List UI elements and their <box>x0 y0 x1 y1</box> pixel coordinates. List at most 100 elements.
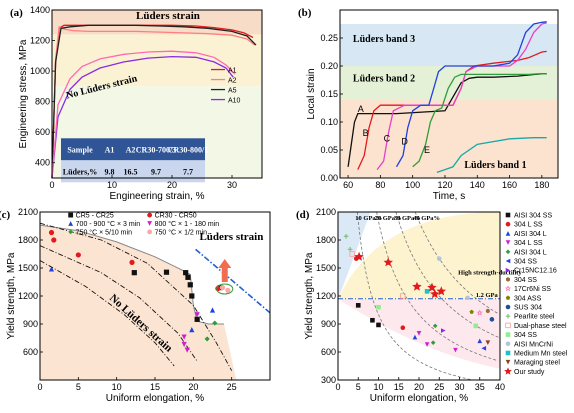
data-point <box>477 338 483 344</box>
x-tick-label: 10 <box>107 180 117 190</box>
no-luders-region <box>40 225 237 380</box>
x-tick-label: 20 <box>188 382 198 392</box>
curve-E <box>412 73 547 168</box>
data-point <box>505 212 511 218</box>
y-tick-label: 0.00 <box>320 173 338 183</box>
y-tick-label: 900 <box>23 319 38 329</box>
data-point <box>349 251 355 257</box>
data-point <box>147 221 153 226</box>
data-point <box>469 309 474 314</box>
data-point <box>75 252 81 258</box>
x-tick-label: 35 <box>475 382 485 392</box>
x-tick-label: 15 <box>150 382 160 392</box>
legend-label: A10 <box>228 98 241 105</box>
data-point <box>68 221 74 226</box>
threshold-label: 1.2 GPa <box>476 292 499 299</box>
legend-label: Pearlite steel <box>514 314 555 321</box>
legend-label: 750 °C × 1/2 min <box>155 228 208 236</box>
x-tick-label: 80 <box>375 180 385 190</box>
legend-label: AISI 304 SS <box>514 213 552 220</box>
legend-label: SUS 304 <box>514 305 542 312</box>
x-tick-label: 10 <box>373 382 383 392</box>
data-point <box>147 229 153 235</box>
legend-label: Dual-phase steel <box>514 323 567 330</box>
x-tick-label: 25 <box>227 382 237 392</box>
y-tick-label: 600 <box>321 347 336 357</box>
data-point <box>370 317 375 323</box>
y-tick-label: 2100 <box>18 207 38 217</box>
data-point <box>505 295 511 300</box>
data-point <box>436 256 442 261</box>
table-cell: 16.5 <box>124 167 138 176</box>
y-tick-label: 0.15 <box>320 89 338 99</box>
data-point <box>48 266 55 272</box>
data-point <box>481 345 487 351</box>
data-point <box>505 240 511 245</box>
data-point <box>505 359 511 365</box>
data-point <box>506 277 510 282</box>
data-point <box>485 340 491 345</box>
table-body <box>61 160 205 183</box>
annotation-luders: Lüders strain <box>136 10 200 22</box>
x-tick-label: 30 <box>227 180 237 190</box>
y-tick-label: 400 <box>35 158 50 168</box>
table-cell: 7.7 <box>183 167 193 176</box>
data-point <box>204 336 210 342</box>
y-tick-label: 2100 <box>316 207 336 217</box>
axes-1: 60 80 100 120 140 160 180 0.00 0.05 0.10 0.15 0.20 0… <box>298 7 559 202</box>
legend-label: Maraging steel <box>514 360 560 367</box>
data-point <box>194 312 200 318</box>
legend-label: 700 - 900 °C × 3 min <box>76 220 141 228</box>
band-label-1: Lüders band 1 <box>464 160 526 171</box>
data-point <box>505 322 511 329</box>
y-tick-label: 0.05 <box>320 145 338 155</box>
curve-letter: D <box>401 136 408 146</box>
y-tick-label: 1800 <box>18 235 38 245</box>
legend-label: 304 ASS <box>514 295 542 302</box>
legend-label: 750 °C × 5/10 min <box>76 228 132 236</box>
data-point <box>400 325 406 331</box>
high-strength-label: High strength-ductility <box>458 270 522 277</box>
curve-A2 <box>51 25 256 179</box>
table-header-cell: CR30-700/3 <box>136 145 176 154</box>
plot-frame <box>51 9 263 179</box>
x-tick-label: 20 <box>414 382 424 392</box>
data-point <box>436 286 446 296</box>
panel-label: (a) <box>10 7 23 19</box>
band-3 <box>340 24 558 66</box>
legend-label: A5 <box>228 88 237 95</box>
plot-frame <box>337 211 501 381</box>
legend-label: CR30 - CR50 <box>155 213 197 220</box>
curve-unlabeled <box>436 137 547 174</box>
guide-curve <box>39 245 198 362</box>
axes-2: 0 5 10 15 20 25 600 900 1200 1500 1800 2100 Uniform … <box>0 207 271 404</box>
y-axis-label: Engineering stress, MPa <box>18 39 29 148</box>
legend-label: AISI MnCrNi <box>514 341 553 348</box>
x-tick-label: 60 <box>343 180 353 190</box>
y-tick-label: 1400 <box>30 5 50 15</box>
band-label-3: Lüders band 3 <box>353 34 415 45</box>
data-point <box>184 347 190 353</box>
x-axis-label: Uniform elongation, % <box>370 393 468 404</box>
y-tick-label: 1500 <box>18 263 38 273</box>
legend-label: Medium Mn steel <box>514 351 568 358</box>
x-tick-label: 0 <box>335 382 340 392</box>
data-point <box>473 323 478 329</box>
legend-label: 304 SS <box>514 332 537 339</box>
x-tick-label: 0 <box>49 180 54 190</box>
y-axis-label: Local strain <box>306 68 317 119</box>
gpa-contour <box>356 211 473 381</box>
data-point <box>68 212 74 218</box>
data-point <box>163 269 170 275</box>
y-tick-label: 1200 <box>18 291 38 301</box>
y-tick-label: 1200 <box>316 291 336 301</box>
curve-D <box>395 21 547 168</box>
x-tick-label: 140 <box>470 180 485 190</box>
legend-label: 304 SS <box>514 277 537 284</box>
data-point <box>343 233 349 239</box>
x-tick-label: 100 <box>405 180 420 190</box>
data-point <box>505 258 511 264</box>
curve-letter: A <box>358 104 364 114</box>
table-header-cell: Sample <box>67 145 93 154</box>
